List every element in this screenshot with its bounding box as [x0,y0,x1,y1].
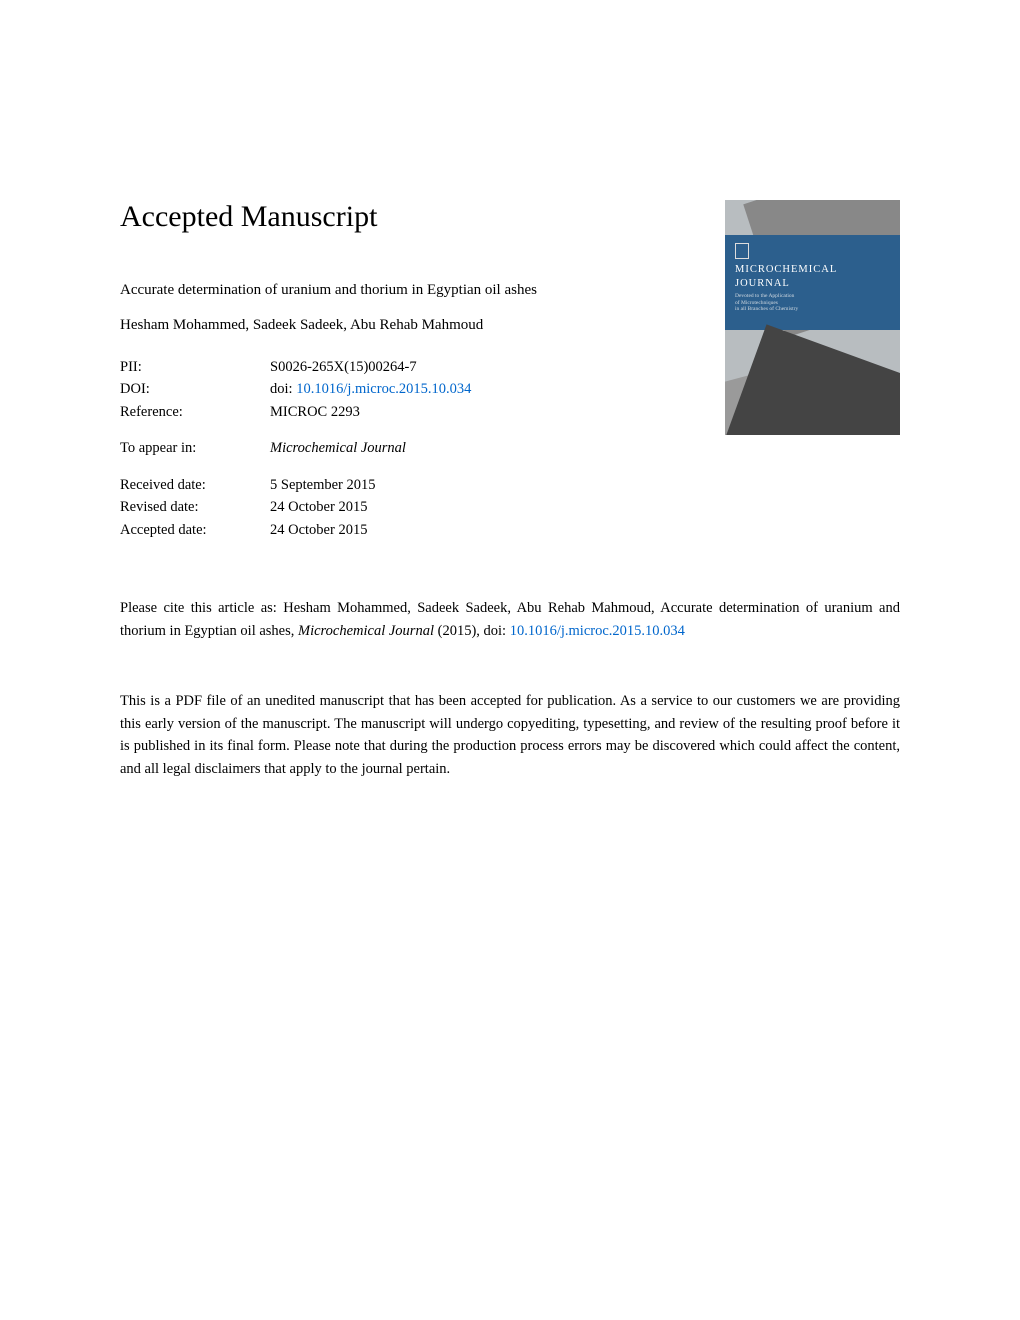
received-row: Received date: 5 September 2015 [120,474,900,496]
revised-row: Revised date: 24 October 2015 [120,496,900,518]
appear-value: Microchemical Journal [270,437,900,459]
metadata-block-3: Received date: 5 September 2015 Revised … [120,474,900,541]
pii-label: PII: [120,356,270,378]
cover-name-line1: MICROCHEMICAL [735,264,837,275]
cover-journal-name: MICROCHEMICAL JOURNAL [735,263,890,290]
reference-label: Reference: [120,401,270,423]
received-value: 5 September 2015 [270,474,900,496]
doi-label: DOI: [120,378,270,400]
accepted-label: Accepted date: [120,519,270,541]
citation-journal: Microchemical Journal [298,623,434,639]
doi-link[interactable]: 10.1016/j.microc.2015.10.034 [296,381,471,397]
accepted-value: 24 October 2015 [270,519,900,541]
accepted-row: Accepted date: 24 October 2015 [120,519,900,541]
metadata-block-2: To appear in: Microchemical Journal [120,437,900,459]
citation-doi-link[interactable]: 10.1016/j.microc.2015.10.034 [510,623,685,639]
received-label: Received date: [120,474,270,496]
cover-subtitle: Devoted to the Application of Microtechn… [735,293,890,312]
appear-row: To appear in: Microchemical Journal [120,437,900,459]
citation-block: Please cite this article as: Hesham Moha… [120,597,900,642]
cover-title-band: MICROCHEMICAL JOURNAL Devoted to the App… [725,235,900,330]
appear-label: To appear in: [120,437,270,459]
revised-value: 24 October 2015 [270,496,900,518]
cover-name-line2: JOURNAL [735,278,790,289]
cover-decoration-bottom [726,324,900,435]
disclaimer-text: This is a PDF file of an unedited manusc… [120,690,900,780]
revised-label: Revised date: [120,496,270,518]
elsevier-tree-icon [735,243,749,259]
citation-year: (2015), doi: [434,623,510,639]
journal-cover-thumbnail: MICROCHEMICAL JOURNAL Devoted to the App… [725,200,900,435]
